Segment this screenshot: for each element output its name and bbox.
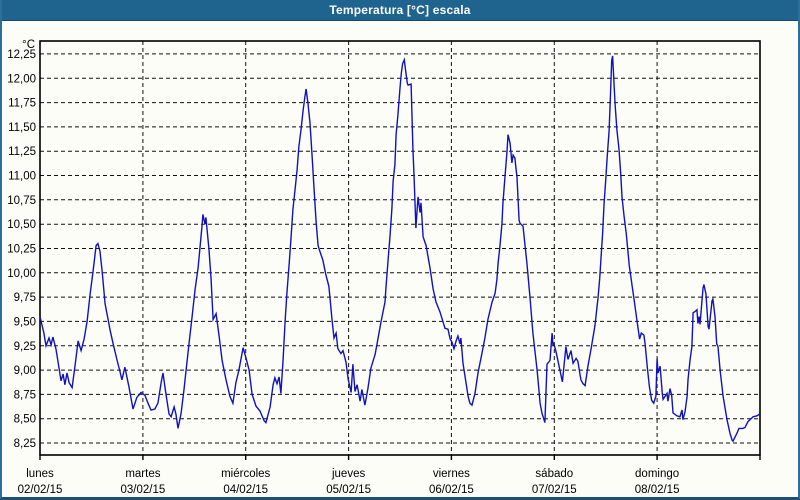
day-name-label: jueves — [331, 468, 365, 480]
y-tick-label: 9,00 — [14, 365, 36, 377]
y-tick-label: 10,00 — [7, 268, 36, 280]
day-date-label: 06/02/15 — [429, 484, 474, 496]
day-name-label: sábado — [535, 468, 573, 480]
day-date-label: 04/02/15 — [223, 484, 268, 496]
day-date-label: 05/02/15 — [326, 484, 371, 496]
y-tick-label: 11,50 — [8, 122, 36, 134]
day-name-label: martes — [125, 468, 160, 480]
y-tick-label: 9,25 — [14, 341, 36, 353]
day-name-label: domingo — [635, 468, 679, 480]
y-tick-label: 11,75 — [8, 98, 36, 110]
y-tick-label: 8,25 — [14, 438, 36, 450]
day-date-label: 03/02/15 — [121, 484, 166, 496]
day-name-label: viernes — [433, 468, 470, 480]
y-tick-label: 12,25 — [7, 49, 36, 61]
day-name-label: miércoles — [221, 468, 270, 480]
y-tick-label: 9,50 — [14, 316, 36, 328]
window-title-bar: Temperatura [°C] escala — [0, 0, 800, 21]
day-date-label: 08/02/15 — [635, 484, 680, 496]
y-axis-unit-label: °C — [22, 39, 35, 51]
temperature-chart: 12,25 12,00 11,75 11,50 11,25 11,00 10,75 10,50… — [7, 39, 761, 496]
y-tick-label: 10,50 — [7, 219, 36, 231]
plot-frame — [39, 40, 761, 456]
day-date-label: 02/02/15 — [18, 484, 63, 496]
day-date-label: 07/02/15 — [532, 484, 577, 496]
y-tick-label: 9,75 — [14, 292, 36, 304]
y-tick-label: 11,25 — [8, 146, 36, 158]
y-tick-label: 11,00 — [8, 171, 36, 183]
y-tick-label: 12,00 — [7, 73, 36, 85]
window-title: Temperatura [°C] escala — [329, 3, 471, 17]
y-tick-label: 10,75 — [7, 195, 36, 207]
day-name-label: lunes — [26, 468, 54, 480]
temperature-series-line — [39, 55, 761, 443]
y-tick-label: 10,25 — [7, 244, 36, 256]
y-tick-label: 8,50 — [14, 414, 36, 426]
y-tick-label: 8,75 — [14, 389, 36, 401]
